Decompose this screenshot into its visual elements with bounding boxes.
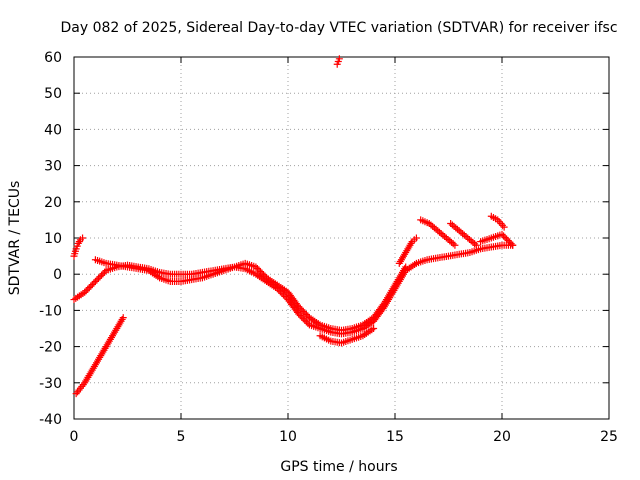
chart-title: Day 082 of 2025, Sidereal Day-to-day VTE…	[60, 20, 617, 36]
data-point	[98, 271, 106, 279]
series-arc-late-1	[395, 234, 420, 267]
data-point	[301, 309, 309, 317]
axis-ticks: 0 5 10 15 20 25 -40 -30 -20 -10 0 10 20 30 40 50 60	[39, 50, 618, 445]
data-point	[506, 238, 514, 246]
data-point	[302, 311, 310, 319]
x-axis-title: GPS time / hours	[280, 459, 397, 475]
data-point	[451, 241, 459, 249]
series-arc-early-rise	[70, 234, 87, 260]
y-tick-label: 30	[44, 159, 62, 175]
data-point	[500, 232, 508, 240]
data-points	[70, 55, 517, 398]
series-arc-late-5	[477, 230, 517, 249]
data-point	[253, 265, 261, 273]
data-point	[281, 292, 289, 300]
data-point	[402, 263, 410, 271]
data-point	[99, 270, 107, 278]
x-tick-label: 15	[386, 429, 404, 445]
data-point	[335, 55, 343, 63]
data-point	[503, 235, 511, 243]
series-arc-late-2	[417, 216, 459, 249]
series-arc-descent	[72, 314, 127, 398]
data-point	[81, 288, 89, 296]
data-point	[449, 240, 457, 248]
data-point	[504, 237, 512, 245]
data-point	[471, 240, 479, 248]
data-point	[119, 314, 127, 322]
data-point	[501, 233, 509, 241]
data-point	[256, 268, 264, 276]
data-point	[258, 269, 266, 277]
data-point	[412, 234, 420, 242]
data-point	[87, 282, 95, 290]
y-tick-label: 40	[44, 122, 62, 138]
data-point	[101, 268, 109, 276]
data-point	[91, 277, 99, 285]
series-arc-late-4	[487, 212, 508, 231]
data-point	[301, 316, 309, 324]
data-point	[82, 287, 90, 295]
y-tick-label: -40	[39, 412, 62, 428]
y-tick-label: 60	[44, 50, 62, 66]
data-point	[302, 318, 310, 326]
y-tick-label: -30	[39, 376, 62, 392]
data-point	[84, 285, 92, 293]
data-point	[299, 315, 307, 323]
series-arc-dip-lower	[316, 325, 378, 347]
data-point	[298, 313, 306, 321]
data-point	[85, 284, 93, 292]
data-point	[252, 263, 260, 271]
data-point	[255, 266, 263, 274]
x-tick-label: 20	[493, 429, 511, 445]
y-tick-label: 20	[44, 195, 62, 211]
data-point	[90, 279, 98, 287]
data-point	[500, 223, 508, 231]
y-tick-label: 0	[53, 267, 62, 283]
data-point	[295, 310, 303, 318]
data-point	[299, 307, 307, 315]
data-point	[499, 221, 507, 229]
data-point	[79, 234, 87, 242]
data-point	[296, 304, 304, 312]
data-point	[96, 273, 104, 281]
data-point	[296, 312, 304, 320]
x-tick-label: 5	[177, 429, 186, 445]
y-tick-label: 10	[44, 231, 62, 247]
grid-lines	[74, 57, 609, 419]
data-point	[507, 240, 515, 248]
series-arc-outlier	[333, 55, 343, 68]
series-arc-main-1	[70, 241, 517, 338]
data-point	[279, 291, 287, 299]
data-point	[509, 241, 517, 249]
data-point	[93, 276, 101, 284]
x-tick-label: 25	[600, 429, 618, 445]
series-arc-late-3	[447, 220, 480, 249]
data-point	[472, 241, 480, 249]
y-axis-title: SDTVAR / TECUs	[7, 181, 23, 296]
x-tick-label: 0	[70, 429, 79, 445]
y-tick-label: 50	[44, 86, 62, 102]
series-arc-main-2	[91, 256, 410, 334]
data-point	[304, 319, 312, 327]
data-point	[88, 281, 96, 289]
y-tick-label: -20	[39, 340, 62, 356]
data-point	[94, 274, 102, 282]
data-point	[260, 271, 268, 279]
x-tick-label: 10	[279, 429, 297, 445]
data-point	[370, 325, 378, 332]
data-point	[498, 230, 506, 238]
data-point	[497, 220, 505, 228]
data-point	[298, 306, 306, 314]
y-tick-label: -10	[39, 303, 62, 319]
data-point	[295, 303, 303, 311]
